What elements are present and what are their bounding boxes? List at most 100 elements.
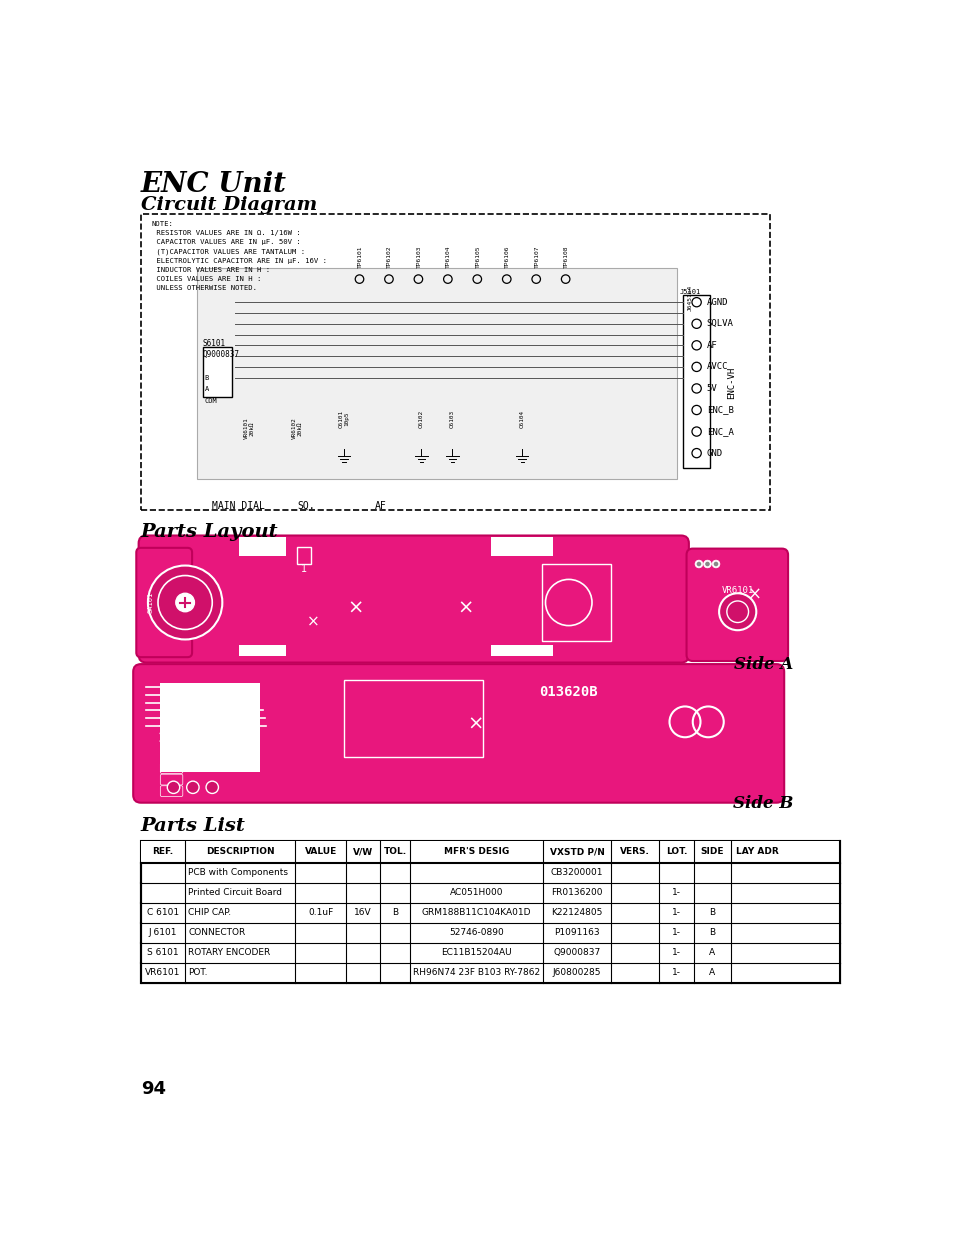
FancyBboxPatch shape — [686, 548, 787, 661]
Bar — [141, 841, 840, 983]
Text: J 6101: J 6101 — [149, 929, 177, 937]
Text: AVCC: AVCC — [706, 362, 727, 372]
Text: LOT.: LOT. — [665, 847, 686, 857]
Bar — [344, 679, 483, 757]
Text: K22124805: K22124805 — [551, 908, 602, 918]
Text: VR6101: VR6101 — [145, 968, 180, 977]
Text: J6451b4: J6451b4 — [687, 284, 692, 311]
Text: A: A — [709, 948, 715, 957]
Text: TP6103: TP6103 — [416, 246, 421, 268]
Circle shape — [719, 593, 756, 630]
Text: VXSTD P/N: VXSTD P/N — [549, 847, 604, 857]
Text: MAIN DIAL: MAIN DIAL — [212, 501, 265, 511]
Text: TP6104: TP6104 — [446, 246, 451, 268]
Text: TP6105: TP6105 — [476, 246, 480, 268]
Text: 5V: 5V — [706, 384, 717, 393]
Text: REF.: REF. — [152, 847, 173, 857]
Text: MFR'S DESIG: MFR'S DESIG — [443, 847, 509, 857]
Text: Side B: Side B — [732, 795, 793, 811]
Text: 1-: 1- — [671, 968, 680, 977]
Text: VR6101: VR6101 — [720, 587, 753, 595]
Text: Circuit Diagram: Circuit Diagram — [141, 196, 316, 214]
Text: DESCRIPTION: DESCRIPTION — [206, 847, 274, 857]
Text: TOL.: TOL. — [383, 847, 406, 857]
Text: 1-: 1- — [671, 888, 680, 898]
Text: B: B — [392, 908, 397, 918]
Bar — [196, 268, 677, 479]
Text: 52746-0890: 52746-0890 — [449, 929, 503, 937]
Circle shape — [711, 561, 720, 568]
Bar — [682, 294, 709, 468]
Bar — [491, 537, 553, 556]
Text: ENC-VH: ENC-VH — [726, 367, 735, 399]
Text: ENC_A: ENC_A — [706, 427, 733, 436]
Text: ×: × — [306, 614, 319, 630]
Text: CONNECTOR: CONNECTOR — [188, 929, 245, 937]
Text: ×: × — [457, 599, 474, 618]
Text: SIDE: SIDE — [700, 847, 723, 857]
Circle shape — [206, 782, 218, 793]
Text: 1: 1 — [301, 564, 307, 574]
Text: TP6102: TP6102 — [387, 246, 392, 268]
Text: C6104: C6104 — [519, 410, 524, 429]
Bar — [491, 645, 553, 656]
Text: 1-: 1- — [671, 929, 680, 937]
Text: VERS.: VERS. — [619, 847, 649, 857]
Text: A: A — [204, 387, 209, 393]
Text: 16V: 16V — [355, 908, 372, 918]
Circle shape — [187, 782, 199, 793]
FancyBboxPatch shape — [138, 536, 688, 662]
Text: TP6101: TP6101 — [357, 246, 362, 268]
Text: J60800285: J60800285 — [553, 968, 600, 977]
Text: P1091163: P1091163 — [554, 929, 599, 937]
Text: NOTE:
 RESISTOR VALUES ARE IN Ω. 1/16W :
 CAPACITOR VALUES ARE IN μF. 50V :
 (T): NOTE: RESISTOR VALUES ARE IN Ω. 1/16W : … — [152, 221, 327, 291]
Text: CB3200001: CB3200001 — [550, 868, 603, 877]
Text: V/W: V/W — [353, 847, 373, 857]
Circle shape — [713, 562, 718, 567]
Bar — [203, 347, 233, 396]
Text: CHIP CAP.: CHIP CAP. — [188, 908, 231, 918]
Bar — [297, 547, 311, 564]
Text: J5101: J5101 — [679, 289, 700, 295]
Text: RH96N74 23F B103 RY-7862: RH96N74 23F B103 RY-7862 — [413, 968, 539, 977]
Text: 94: 94 — [141, 1079, 166, 1098]
Bar — [239, 537, 286, 556]
Text: C6103: C6103 — [450, 410, 455, 429]
Text: VALUE: VALUE — [305, 847, 336, 857]
Circle shape — [696, 562, 700, 567]
Text: SQLVA: SQLVA — [706, 320, 733, 329]
Text: TP6107: TP6107 — [534, 246, 538, 268]
Circle shape — [148, 566, 222, 640]
Text: AC051H000: AC051H000 — [449, 888, 503, 898]
Text: S6101
Q9000837: S6101 Q9000837 — [203, 340, 240, 358]
Text: AF: AF — [706, 341, 717, 350]
Text: Parts Layout: Parts Layout — [141, 524, 278, 541]
Text: B: B — [709, 929, 715, 937]
Text: GRM188B11C104KA01D: GRM188B11C104KA01D — [421, 908, 531, 918]
Circle shape — [167, 782, 179, 793]
Text: AF: AF — [375, 501, 386, 511]
Bar — [541, 564, 611, 641]
Text: ROTARY ENCODER: ROTARY ENCODER — [188, 948, 270, 957]
Text: POT.: POT. — [188, 968, 208, 977]
Text: AGND: AGND — [706, 298, 727, 306]
Text: 1-: 1- — [671, 948, 680, 957]
Circle shape — [695, 561, 702, 568]
Text: GND: GND — [706, 448, 722, 458]
Text: COM: COM — [204, 398, 217, 404]
Text: EC11B15204AU: EC11B15204AU — [440, 948, 511, 957]
Text: ×: × — [347, 599, 363, 618]
Text: SQ.: SQ. — [297, 501, 314, 511]
Text: S 6101: S 6101 — [147, 948, 178, 957]
Text: Q9000837: Q9000837 — [553, 948, 600, 957]
Bar — [159, 683, 260, 772]
Text: C6102: C6102 — [418, 410, 423, 429]
Text: VR6102
20kΩ: VR6102 20kΩ — [292, 417, 303, 440]
FancyBboxPatch shape — [133, 664, 783, 803]
Text: PCB with Components: PCB with Components — [188, 868, 288, 877]
Text: ×: × — [747, 585, 760, 604]
Circle shape — [175, 593, 194, 611]
Circle shape — [704, 562, 709, 567]
Text: FR0136200: FR0136200 — [551, 888, 602, 898]
Text: SA101: SA101 — [147, 592, 153, 613]
